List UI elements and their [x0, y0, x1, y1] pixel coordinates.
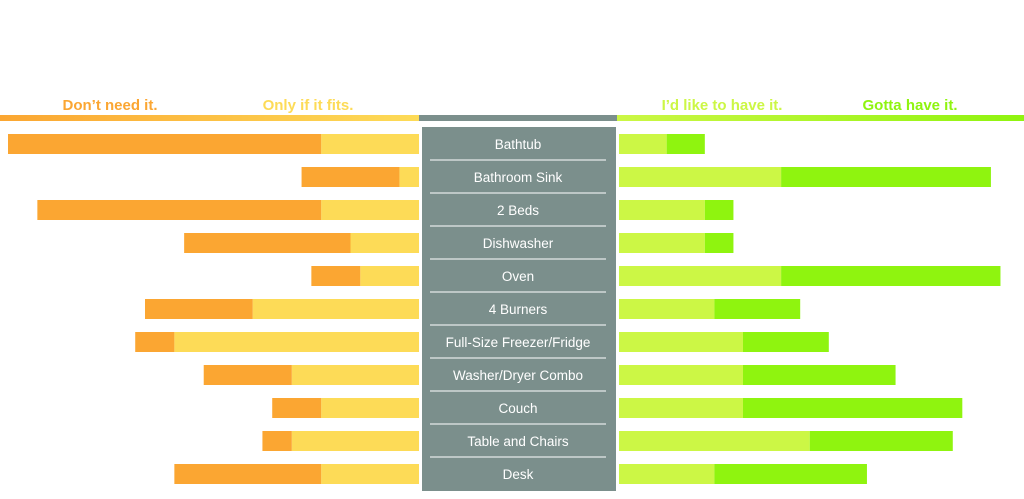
bar-dont-need-4-burners: [145, 299, 253, 319]
right-header-rule: [617, 115, 1024, 121]
bar-dont-need-oven: [311, 266, 361, 286]
category-label-bathtub: Bathtub: [495, 137, 542, 152]
bar-dont-need-bathroom-sink: [301, 167, 400, 187]
bar-only-if-fits-desk: [321, 464, 419, 484]
category-label-bathroom-sink: Bathroom Sink: [474, 170, 563, 185]
bar-dont-need-bathtub: [8, 134, 322, 154]
bar-like-to-have-table-and-chairs: [619, 431, 810, 451]
bar-like-to-have-couch: [619, 398, 743, 418]
category-labels-group: Bathtub Bathroom Sink 2 Beds Dishwasher Oven…: [430, 137, 606, 482]
bar-gotta-have-bathtub: [666, 134, 705, 154]
bar-only-if-fits-oven: [360, 266, 419, 286]
bar-only-if-fits-dishwasher: [350, 233, 419, 253]
bar-only-if-fits-washer-dryer-combo: [291, 365, 419, 385]
bar-only-if-fits-table-and-chairs: [291, 431, 419, 451]
category-label-dishwasher: Dishwasher: [483, 236, 554, 251]
bar-gotta-have-couch: [742, 398, 963, 418]
bar-only-if-fits-2-beds: [321, 200, 419, 220]
bar-only-if-fits-full-size-freezer-fridge: [174, 332, 419, 352]
bar-gotta-have-oven: [781, 266, 1001, 286]
category-label-full-size-freezer-fridge: Full-Size Freezer/Fridge: [446, 335, 591, 350]
category-label-table-and-chairs: Table and Chairs: [467, 434, 569, 449]
bar-like-to-have-washer-dryer-combo: [619, 365, 743, 385]
bar-only-if-fits-couch: [321, 398, 419, 418]
category-label-desk: Desk: [503, 467, 534, 482]
bar-dont-need-dishwasher: [184, 233, 351, 253]
bar-dont-need-washer-dryer-combo: [203, 365, 292, 385]
bar-dont-need-2-beds: [37, 200, 322, 220]
bar-only-if-fits-4-burners: [252, 299, 419, 319]
category-label-2-beds: 2 Beds: [497, 203, 539, 218]
bar-dont-need-couch: [272, 398, 322, 418]
bar-gotta-have-table-and-chairs: [809, 431, 953, 451]
bar-gotta-have-4-burners: [714, 299, 801, 319]
category-label-oven: Oven: [502, 269, 534, 284]
bar-gotta-have-dishwasher: [704, 233, 734, 253]
legend-dont-need: Don’t need it.: [63, 97, 158, 114]
bar-dont-need-desk: [174, 464, 322, 484]
bar-like-to-have-4-burners: [619, 299, 715, 319]
bar-gotta-have-bathroom-sink: [781, 167, 991, 187]
bar-like-to-have-bathtub: [619, 134, 667, 154]
bar-like-to-have-desk: [619, 464, 715, 484]
bar-like-to-have-bathroom-sink: [619, 167, 782, 187]
legend-only-if-fits: Only if it fits.: [263, 97, 354, 114]
bar-like-to-have-dishwasher: [619, 233, 705, 253]
bar-like-to-have-2-beds: [619, 200, 705, 220]
bar-gotta-have-2-beds: [704, 200, 734, 220]
bar-like-to-have-oven: [619, 266, 782, 286]
bar-only-if-fits-bathroom-sink: [399, 167, 419, 187]
bar-dont-need-full-size-freezer-fridge: [135, 332, 175, 352]
bar-like-to-have-full-size-freezer-fridge: [619, 332, 743, 352]
category-label-couch: Couch: [498, 401, 537, 416]
category-label-4-burners: 4 Burners: [489, 302, 548, 317]
center-header-rule: [419, 115, 617, 121]
legend-like-to-have: I’d like to have it.: [662, 97, 783, 114]
bar-gotta-have-washer-dryer-combo: [742, 365, 896, 385]
bar-gotta-have-full-size-freezer-fridge: [742, 332, 829, 352]
bar-gotta-have-desk: [714, 464, 867, 484]
bar-only-if-fits-bathtub: [321, 134, 419, 154]
left-header-rule: [0, 115, 419, 121]
legend-gotta-have: Gotta have it.: [862, 97, 957, 114]
category-panel: [422, 127, 616, 491]
bar-dont-need-table-and-chairs: [262, 431, 292, 451]
bars-group: [8, 134, 1001, 484]
category-label-washer-dryer-combo: Washer/Dryer Combo: [453, 368, 583, 383]
